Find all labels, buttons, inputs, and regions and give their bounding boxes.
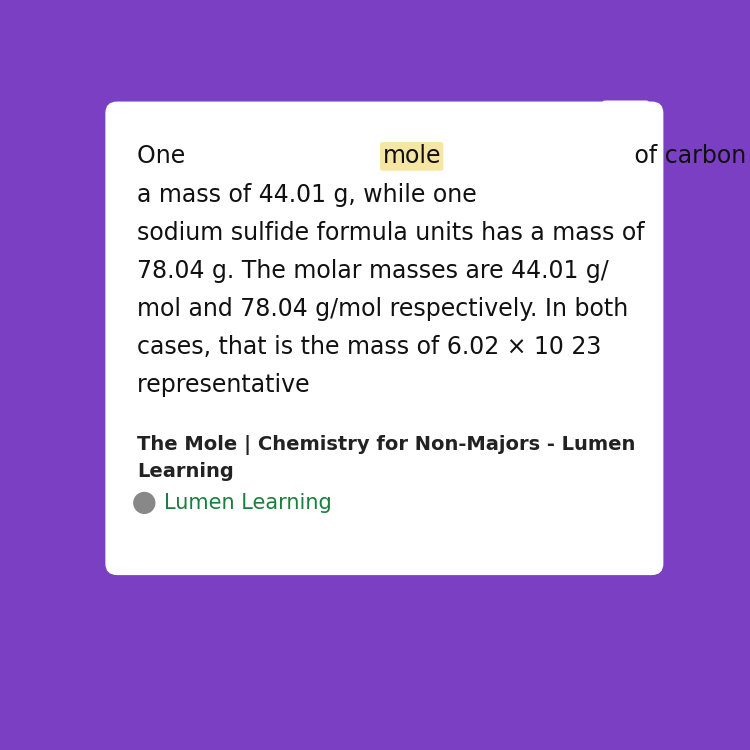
Text: mole: mole	[382, 145, 441, 169]
Text: of carbon dioxide molecules has: of carbon dioxide molecules has	[628, 145, 750, 169]
Text: 🌐: 🌐	[139, 494, 150, 512]
Text: The Mole | Chemistry for Non-Majors - Lumen
Learning: The Mole | Chemistry for Non-Majors - Lu…	[137, 435, 636, 482]
Text: mol and 78.04 g/mol respectively. In both: mol and 78.04 g/mol respectively. In bot…	[137, 297, 628, 321]
Text: How many particles are in 1 mole...: How many particles are in 1 mole...	[224, 107, 545, 125]
Text: a mass of 44.01 g, while one: a mass of 44.01 g, while one	[137, 182, 484, 206]
Circle shape	[134, 493, 154, 513]
Text: cases, that is the mass of 6.02 × 10 23: cases, that is the mass of 6.02 × 10 23	[137, 335, 602, 359]
Text: sodium sulfide formula units has a mass of: sodium sulfide formula units has a mass …	[137, 220, 645, 245]
Text: ✕: ✕	[124, 104, 145, 128]
Text: !: !	[622, 107, 630, 125]
Text: One: One	[137, 145, 193, 169]
FancyBboxPatch shape	[105, 101, 663, 575]
Text: representative: representative	[137, 373, 317, 397]
Text: 78.04 g. The molar masses are 44.01 g/: 78.04 g. The molar masses are 44.01 g/	[137, 259, 609, 283]
Text: Lumen Learning: Lumen Learning	[164, 493, 332, 513]
Text: Top match: Top match	[284, 137, 484, 176]
